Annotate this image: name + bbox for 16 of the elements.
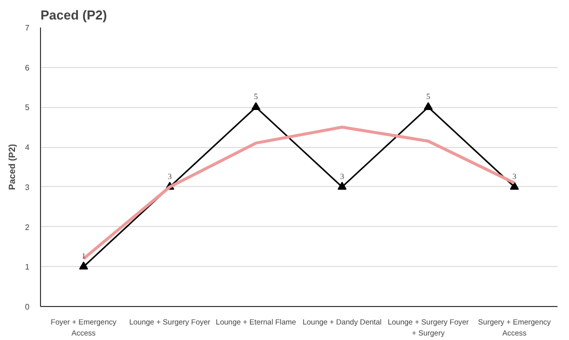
y-tick-label: 7 <box>25 24 30 32</box>
data-label: 5 <box>426 92 430 102</box>
y-tick-label: 3 <box>25 182 30 192</box>
y-axis-title: Paced (P2) <box>7 144 18 190</box>
y-tick-label: 1 <box>25 262 30 272</box>
data-label: 1 <box>82 252 86 261</box>
y-tick-label: 2 <box>25 222 30 232</box>
data-label: 5 <box>254 92 258 102</box>
data-label: 3 <box>168 172 172 181</box>
y-tick-label: 6 <box>25 63 30 72</box>
data-label: 3 <box>340 172 344 181</box>
y-tick-label: 0 <box>25 302 30 312</box>
y-tick-label: 4 <box>25 143 30 152</box>
data-label: 3 <box>512 172 516 181</box>
y-tick-label: 5 <box>25 103 30 112</box>
chart-title: Paced (P2) <box>40 8 107 22</box>
